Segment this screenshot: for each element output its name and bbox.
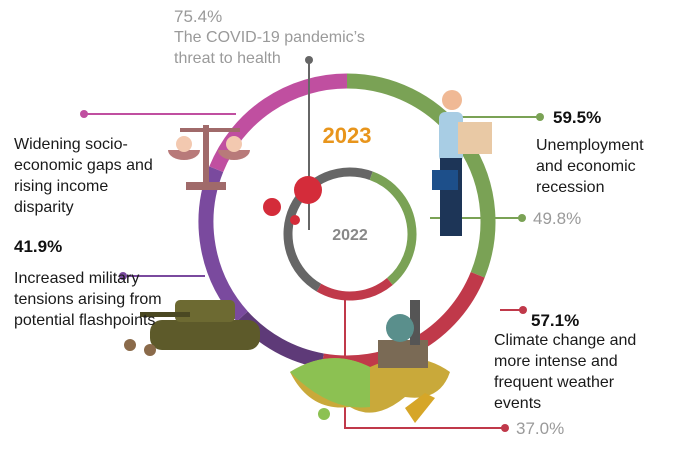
unemployment-value: 59.5% — [553, 107, 601, 128]
inner-year: 2022 — [332, 227, 368, 244]
inequality-label: Widening socio-economic gaps and rising … — [14, 134, 164, 218]
military-label: Increased military tensions arising from… — [14, 268, 164, 331]
covid-value: 75.4% — [174, 6, 222, 27]
outer-ring-segment — [206, 169, 242, 316]
military-value: 41.9% — [14, 236, 62, 257]
virus-icon — [263, 176, 322, 225]
inner-ring-segment — [319, 281, 390, 296]
covid-label: The COVID-19 pandemic’s threat to health — [174, 27, 394, 69]
climate-value: 57.1% — [531, 310, 579, 331]
infographic: 2023 2022 75.4% The COVID-19 pandemic’s … — [0, 0, 673, 452]
outer-year: 2023 — [323, 123, 372, 148]
climate-previous: 37.0% — [516, 418, 564, 439]
unemployment-label: Unemployment and economic recession — [536, 135, 666, 198]
unemployment-previous: 49.8% — [533, 208, 581, 229]
climate-label: Climate change and more intense and freq… — [494, 330, 664, 414]
inner-ring-segment — [371, 176, 412, 282]
